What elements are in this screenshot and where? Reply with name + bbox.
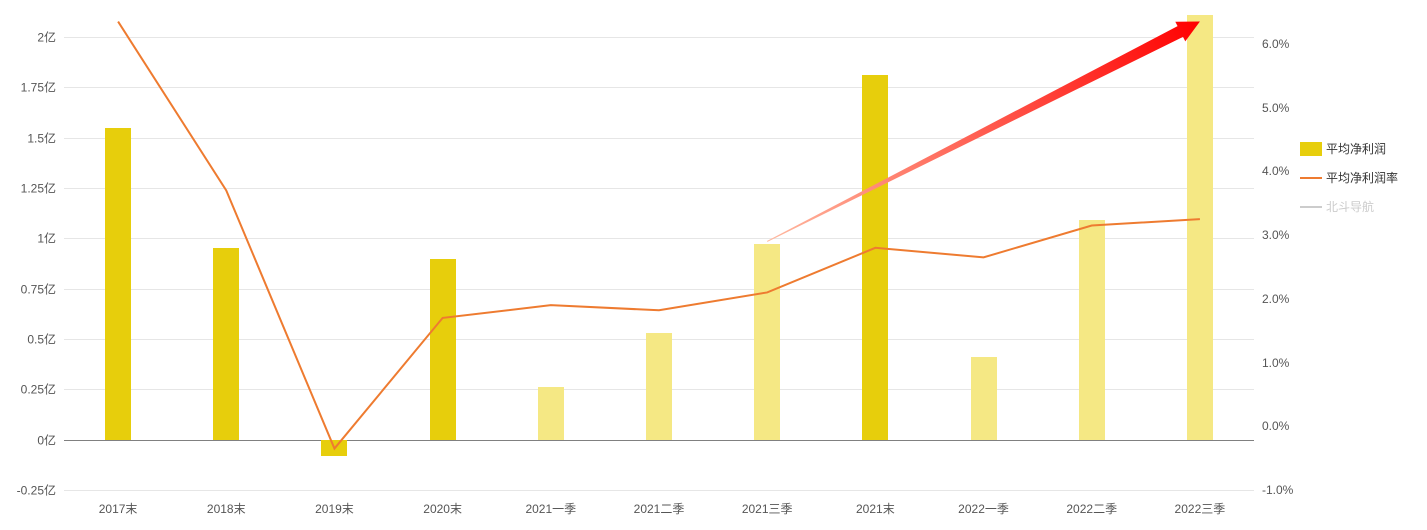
line-overlay [0, 0, 1427, 530]
y-right-tick-label: 1.0% [1262, 356, 1289, 370]
x-tick-label: 2018末 [207, 500, 246, 517]
combo-chart: 平均净利润平均净利润率北斗导航 -0.25亿 0亿 0.25亿 0.5亿 0.75亿 1亿… [0, 0, 1427, 530]
x-tick-label: 2017末 [99, 500, 138, 517]
y-right-tick-label: 6.0% [1262, 37, 1289, 51]
legend-label: 平均净利润 [1326, 140, 1386, 157]
x-tick-label: 2022二季 [1066, 500, 1117, 517]
legend-item[interactable]: 北斗导航 [1300, 198, 1398, 215]
y-left-tick-label: -0.25亿 [0, 482, 56, 499]
x-tick-label: 2021一季 [525, 500, 576, 517]
x-tick-label: 2022三季 [1175, 500, 1226, 517]
legend-item[interactable]: 平均净利润 [1300, 140, 1398, 157]
x-tick-label: 2020末 [423, 500, 462, 517]
x-tick-label: 2021三季 [742, 500, 793, 517]
y-left-tick-label: 0.5亿 [0, 331, 56, 348]
y-left-tick-label: 1亿 [0, 230, 56, 247]
y-left-tick-label: 0.75亿 [0, 280, 56, 297]
y-right-tick-label: 0.0% [1262, 419, 1289, 433]
legend-label: 北斗导航 [1326, 198, 1374, 215]
y-left-tick-label: 0.25亿 [0, 381, 56, 398]
x-tick-label: 2019末 [315, 500, 354, 517]
y-right-tick-label: 4.0% [1262, 164, 1289, 178]
legend-line-icon [1300, 206, 1322, 208]
trend-arrow [767, 22, 1200, 242]
y-right-tick-label: 2.0% [1262, 292, 1289, 306]
line-series[interactable] [118, 22, 1200, 449]
y-left-tick-label: 1.75亿 [0, 79, 56, 96]
y-right-tick-label: -1.0% [1262, 483, 1293, 497]
y-right-tick-label: 5.0% [1262, 101, 1289, 115]
legend: 平均净利润平均净利润率北斗导航 [1300, 140, 1398, 227]
y-left-tick-label: 2亿 [0, 29, 56, 46]
y-left-tick-label: 1.25亿 [0, 180, 56, 197]
x-tick-label: 2021二季 [634, 500, 685, 517]
legend-label: 平均净利润率 [1326, 169, 1398, 186]
legend-line-icon [1300, 177, 1322, 179]
x-tick-label: 2021末 [856, 500, 895, 517]
legend-swatch [1300, 142, 1322, 156]
legend-item[interactable]: 平均净利润率 [1300, 169, 1398, 186]
x-tick-label: 2022一季 [958, 500, 1009, 517]
y-right-tick-label: 3.0% [1262, 228, 1289, 242]
y-left-tick-label: 1.5亿 [0, 129, 56, 146]
y-left-tick-label: 0亿 [0, 431, 56, 448]
